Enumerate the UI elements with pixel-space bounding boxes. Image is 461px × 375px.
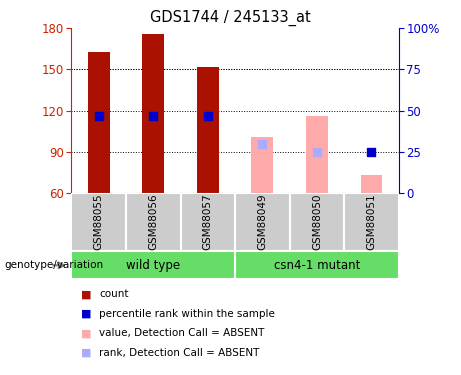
Text: genotype/variation: genotype/variation <box>5 260 104 270</box>
Point <box>204 113 212 119</box>
Text: count: count <box>99 290 129 299</box>
Text: rank, Detection Call = ABSENT: rank, Detection Call = ABSENT <box>99 348 260 358</box>
Text: wild type: wild type <box>126 259 180 272</box>
Bar <box>306 116 328 193</box>
Bar <box>181 193 235 251</box>
Bar <box>126 193 181 251</box>
Point <box>95 113 102 119</box>
Text: ■: ■ <box>81 309 91 319</box>
Text: GSM88055: GSM88055 <box>94 194 104 250</box>
Text: percentile rank within the sample: percentile rank within the sample <box>99 309 275 319</box>
Bar <box>252 137 273 193</box>
Bar <box>71 251 235 279</box>
Bar <box>88 51 110 193</box>
Text: GSM88049: GSM88049 <box>257 194 267 250</box>
Bar <box>71 193 126 251</box>
Text: ■: ■ <box>81 348 91 358</box>
Point <box>149 113 157 119</box>
Bar <box>197 67 219 193</box>
Bar <box>344 193 399 251</box>
Text: GSM88051: GSM88051 <box>366 194 377 250</box>
Text: GSM88057: GSM88057 <box>203 194 213 250</box>
Text: csn4-1 mutant: csn4-1 mutant <box>274 259 360 272</box>
Point <box>259 141 266 147</box>
Text: GSM88056: GSM88056 <box>148 194 158 250</box>
Bar <box>361 175 382 193</box>
Point <box>368 149 375 155</box>
Bar <box>142 34 164 193</box>
Text: ■: ■ <box>81 290 91 299</box>
Bar <box>235 251 399 279</box>
Bar <box>290 193 344 251</box>
Text: value, Detection Call = ABSENT: value, Detection Call = ABSENT <box>99 328 265 338</box>
Bar <box>235 193 290 251</box>
Text: GDS1744 / 245133_at: GDS1744 / 245133_at <box>150 9 311 26</box>
Text: GSM88050: GSM88050 <box>312 194 322 250</box>
Text: ■: ■ <box>81 328 91 338</box>
Point <box>313 149 321 155</box>
